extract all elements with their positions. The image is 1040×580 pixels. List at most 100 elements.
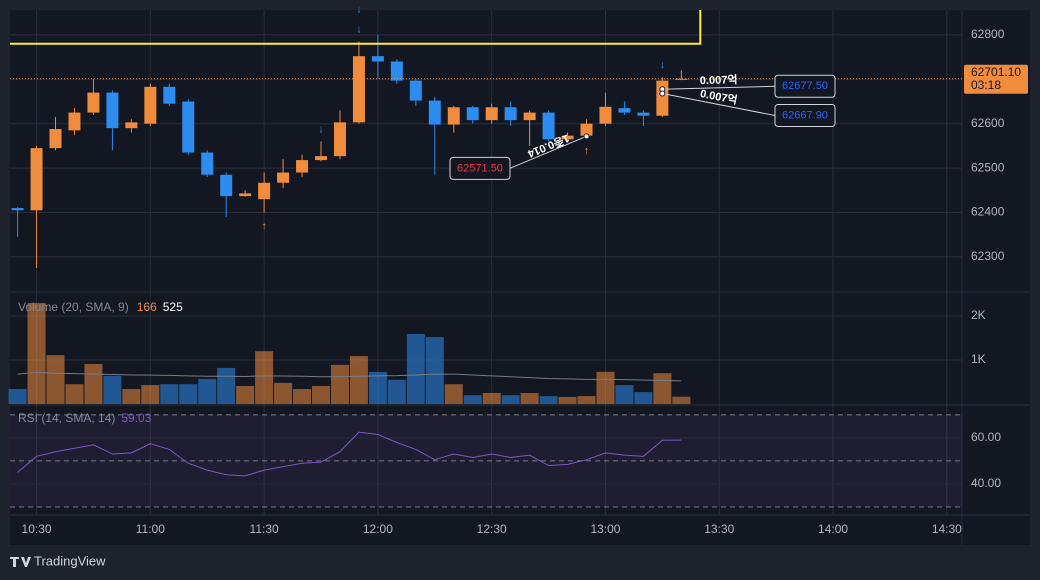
volume-bar — [122, 389, 141, 404]
last-price-label: 62701.10 — [971, 65, 1021, 79]
x-tick-label: 11:00 — [136, 522, 165, 536]
rsi-line — [17, 431, 682, 477]
y-tick-label: 62300 — [971, 249, 1005, 263]
volume-bar — [349, 356, 368, 404]
volume-legend-sma: 525 — [163, 300, 183, 314]
y-tick-label: 62800 — [971, 27, 1005, 41]
y-tick-label: 1K — [971, 352, 986, 366]
sell-signal: ↓ — [356, 3, 362, 15]
volume-bar — [520, 392, 539, 404]
volume-bar — [198, 378, 217, 404]
x-tick-label: 14:30 — [932, 522, 962, 536]
candle-body — [315, 156, 328, 161]
x-tick-label: 13:00 — [590, 522, 620, 536]
volume-bar — [84, 363, 103, 404]
candle-body — [618, 108, 631, 113]
candle-body — [277, 172, 290, 183]
x-tick-label: 10:30 — [22, 522, 52, 536]
volume-legend-value: 166 — [137, 300, 157, 314]
volume-bar — [463, 395, 482, 404]
candle-body — [201, 152, 214, 175]
volume-bar — [425, 337, 444, 404]
candle-body — [220, 174, 233, 197]
volume-bar — [330, 364, 349, 404]
volume-legend: Volume (20, SMA, 9) — [18, 300, 129, 314]
trade-price: 62571.50 — [457, 162, 503, 174]
volume-bar — [558, 396, 577, 404]
volume-bar — [368, 371, 387, 404]
x-tick-label: 14:00 — [818, 522, 848, 536]
x-tick-label: 12:30 — [477, 522, 507, 536]
trade-marker — [583, 133, 590, 140]
trade-connector — [662, 85, 776, 90]
price-level — [10, 10, 702, 45]
candle-body — [125, 122, 138, 129]
trade-price: 62677.50 — [782, 80, 828, 92]
candle-body — [561, 135, 574, 140]
candle-body — [447, 107, 460, 125]
candle-body — [87, 92, 100, 113]
sell-signal: ↓ — [318, 123, 324, 135]
y-tick-label: 62600 — [971, 116, 1005, 130]
candle-body — [637, 112, 650, 116]
candle-body — [675, 78, 688, 80]
candle-body — [68, 112, 81, 131]
candle-body — [542, 112, 555, 140]
volume-bar — [217, 367, 236, 404]
candle-body — [523, 112, 536, 121]
volume-sma — [17, 371, 682, 382]
candle-body — [49, 129, 62, 149]
last-price-box — [964, 64, 1028, 94]
y-tick-label: 2K — [971, 308, 986, 322]
y-tick-label: 62500 — [971, 160, 1005, 174]
trade-box — [449, 156, 511, 180]
trade-box — [774, 74, 836, 98]
candle-body — [182, 101, 195, 153]
volume-bar — [103, 375, 122, 404]
volume-bar — [501, 395, 520, 404]
volume-bar — [27, 303, 46, 404]
sell-signal: ↓ — [660, 59, 666, 71]
rsi-band — [10, 414, 962, 507]
volume-bar — [179, 384, 198, 404]
volume-bar — [274, 382, 293, 404]
brand-logo — [10, 557, 31, 567]
volume-bar — [596, 371, 615, 404]
candle-body — [428, 100, 441, 125]
candle-body — [485, 107, 498, 121]
volume-bar — [577, 396, 596, 404]
volume-bar — [634, 392, 653, 404]
footer-brand: TradingView — [34, 553, 106, 568]
candle-body — [656, 80, 669, 116]
candle-body — [296, 160, 309, 173]
rsi-legend-value: 59.03 — [121, 411, 151, 425]
volume-bar — [312, 385, 331, 404]
volume-bar — [387, 379, 406, 404]
volume-bar — [615, 385, 634, 404]
volume-bar — [653, 373, 672, 404]
volume-bar — [406, 334, 425, 404]
volume-bar — [293, 389, 312, 404]
volume-bar — [444, 384, 463, 404]
volume-bar — [539, 396, 558, 404]
y-tick-label: 60.00 — [971, 430, 1001, 444]
candle-body — [390, 61, 403, 81]
trade-price: 62667.90 — [782, 109, 828, 121]
candle-body — [466, 107, 479, 121]
volume-bar — [46, 355, 65, 404]
volume-bar — [65, 384, 84, 404]
candle-body — [144, 86, 157, 124]
candle-body — [409, 80, 422, 101]
trade-connector — [662, 93, 776, 117]
volume-bar — [8, 389, 27, 404]
buy-signal: ↑ — [261, 220, 267, 232]
rsi-legend: RSI (14, SMA, 14) — [18, 411, 115, 425]
volume-bar — [255, 351, 274, 404]
candle-body — [580, 123, 593, 136]
candle-body — [239, 193, 252, 197]
y-tick-label: 62400 — [971, 205, 1005, 219]
volume-bar — [160, 384, 179, 404]
candle-body — [599, 106, 612, 124]
trade-box — [774, 104, 836, 128]
